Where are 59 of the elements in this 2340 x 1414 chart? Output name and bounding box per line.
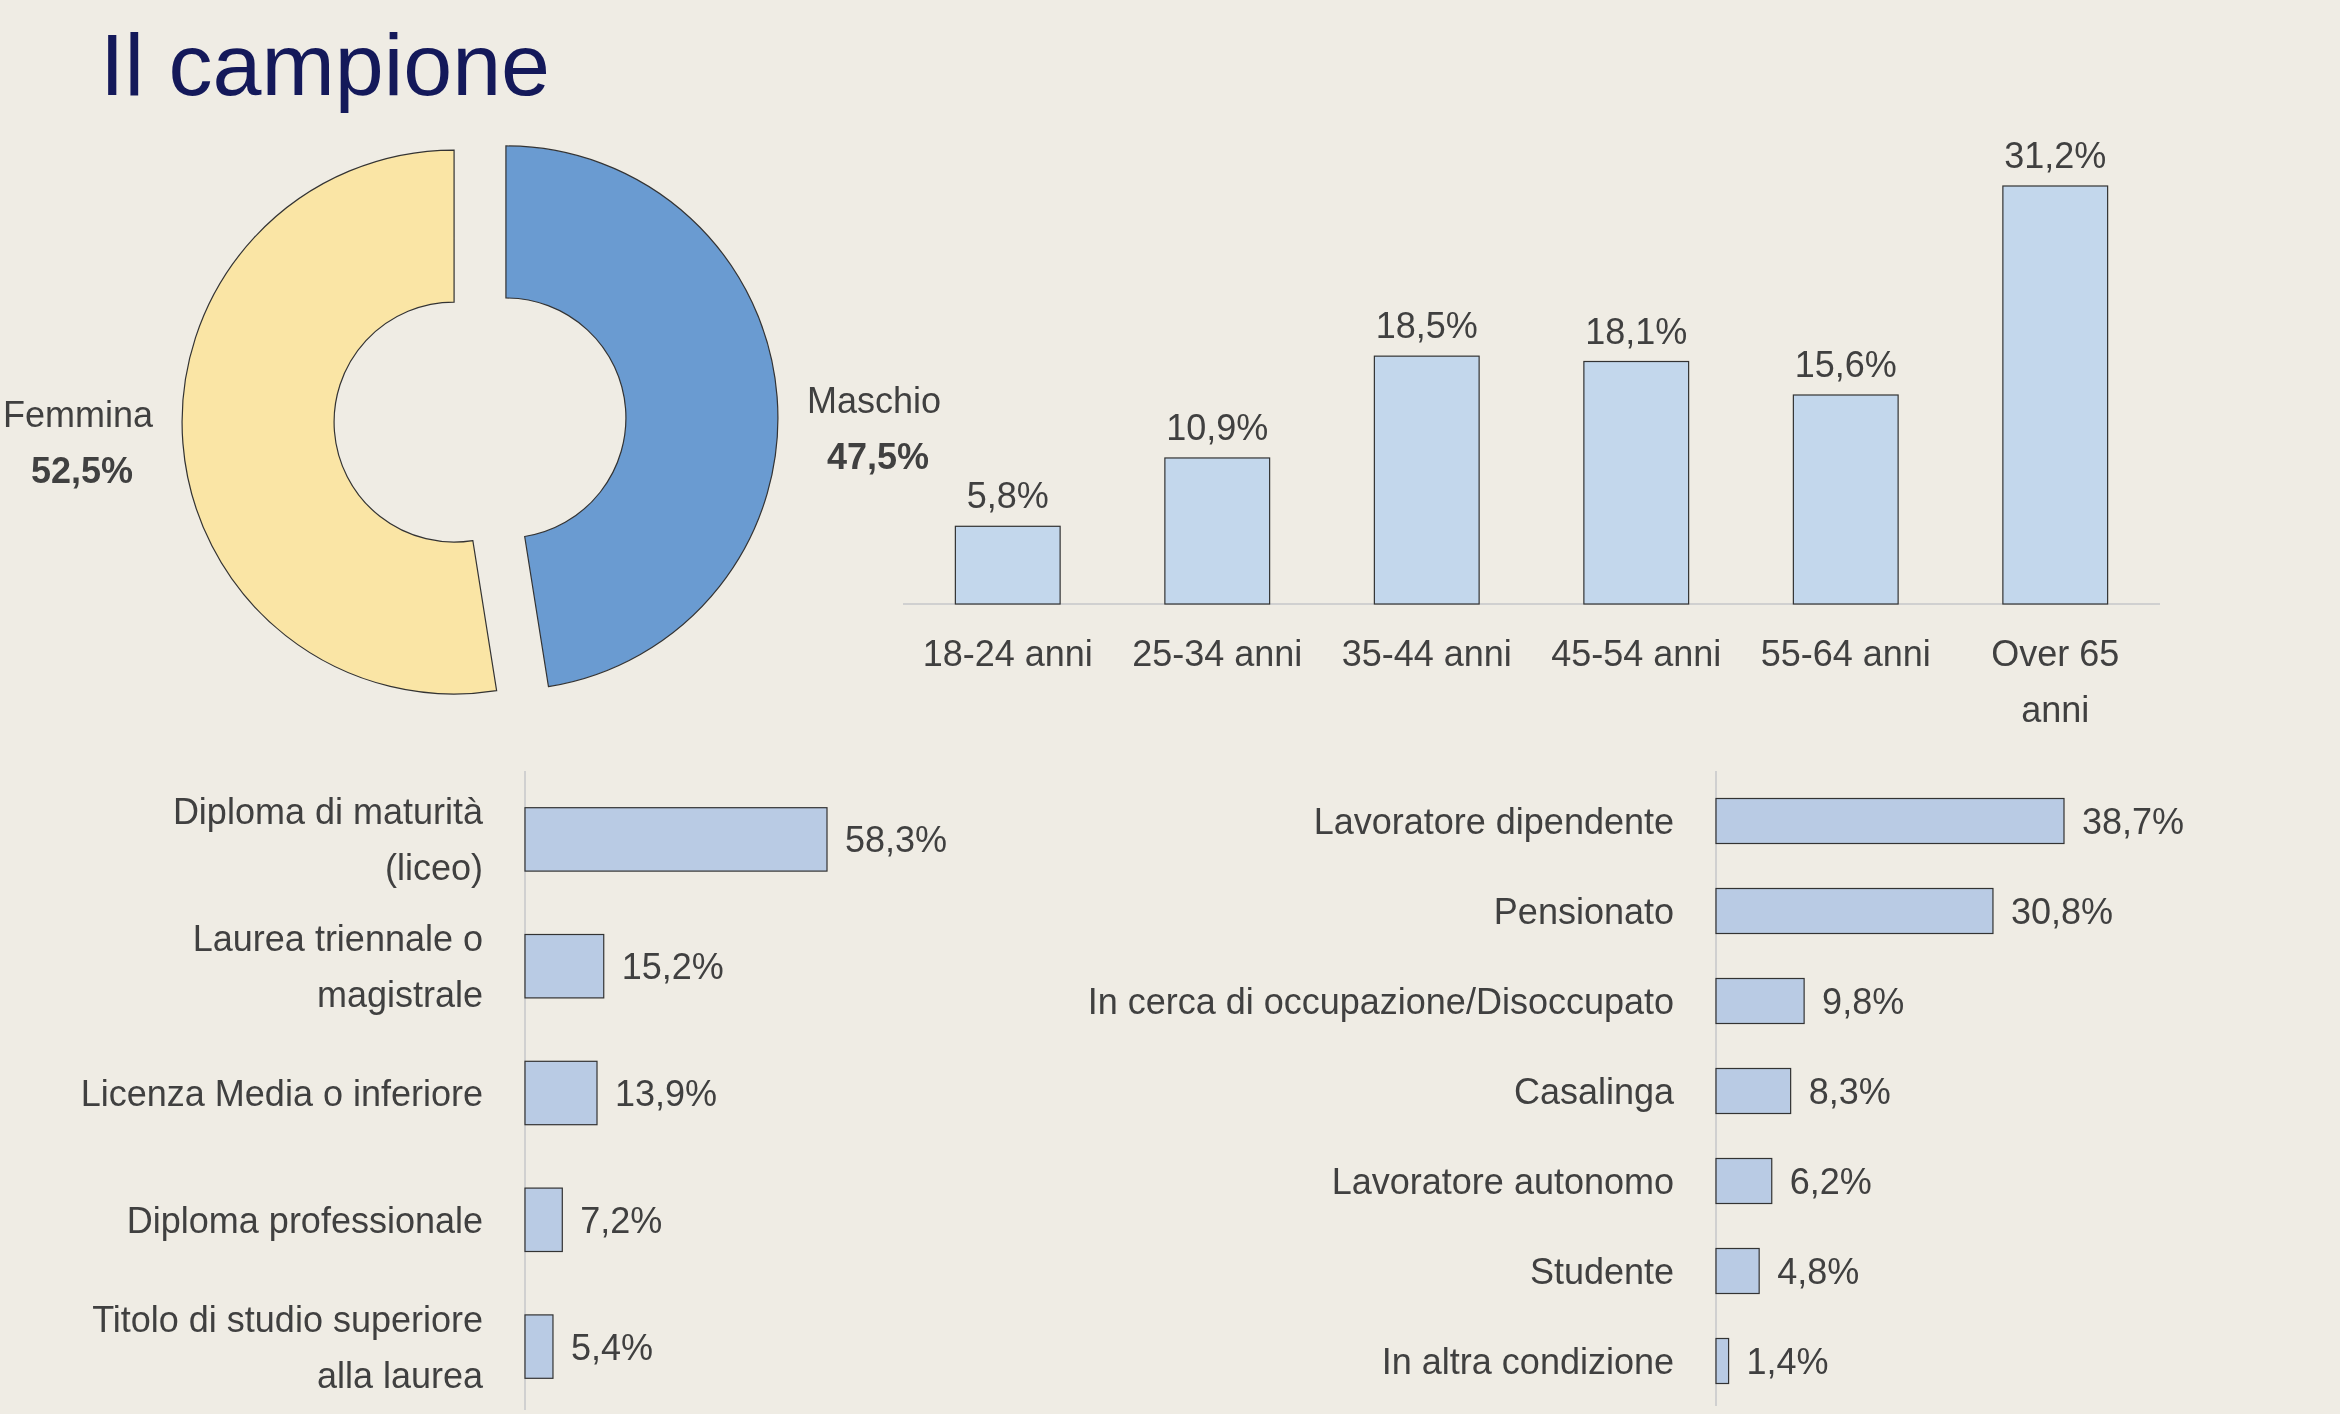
y-tick-label: Diploma di maturità (liceo) bbox=[172, 791, 484, 889]
bar bbox=[1583, 360, 1690, 605]
bar bbox=[1715, 1067, 1792, 1115]
x-tick-label: 55-64 anni bbox=[1760, 633, 1931, 674]
slice-label: Femmina bbox=[2, 393, 154, 435]
y-tick-label: In altra condizione bbox=[1381, 1341, 1674, 1382]
data-label: 38,7% bbox=[2082, 801, 2185, 842]
bar bbox=[1164, 457, 1271, 605]
y-tick-label: Licenza Media o inferiore bbox=[80, 1073, 483, 1114]
data-label: 13,9% bbox=[615, 1073, 718, 1114]
bar bbox=[2002, 185, 2109, 605]
x-tick-label: 45-54 anni bbox=[1551, 633, 1722, 674]
y-tick-label: Titolo di studio superiore alla laurea bbox=[92, 1298, 484, 1396]
y-tick-label: Lavoratore autonomo bbox=[1331, 1161, 1674, 1202]
data-label: 6,2% bbox=[1789, 1161, 1872, 1202]
x-tick-label: Over 65 anni bbox=[1991, 633, 2120, 730]
y-tick-label: Pensionato bbox=[1493, 891, 1674, 932]
bar bbox=[1715, 887, 1994, 935]
y-tick-label: Studente bbox=[1529, 1251, 1674, 1292]
bar bbox=[1715, 1337, 1730, 1385]
data-label: 5,8% bbox=[966, 475, 1049, 517]
data-label: 8,3% bbox=[1808, 1071, 1891, 1112]
data-label: 52,5% bbox=[30, 449, 134, 491]
bar bbox=[954, 525, 1061, 605]
data-label: 7,2% bbox=[580, 1199, 663, 1241]
data-label: 10,9% bbox=[1166, 406, 1269, 448]
y-tick-label: In cerca di occupazione/Disoccupato bbox=[1087, 981, 1674, 1022]
bar bbox=[1715, 1247, 1760, 1295]
data-label: 1,4% bbox=[1746, 1341, 1829, 1382]
bar bbox=[524, 807, 828, 872]
bar bbox=[524, 933, 605, 999]
bar bbox=[524, 1187, 563, 1253]
bar bbox=[1373, 355, 1480, 605]
data-label: 58,3% bbox=[845, 819, 948, 861]
x-tick-label: 25-34 anni bbox=[1132, 633, 1303, 674]
x-tick-label: 18-24 anni bbox=[922, 633, 1093, 674]
bar bbox=[524, 1060, 598, 1126]
data-label: 15,2% bbox=[621, 946, 724, 988]
chart-title: Il campione bbox=[100, 15, 551, 114]
y-tick-label: Diploma professionale bbox=[126, 1199, 483, 1241]
y-tick-label: Laurea triennale o magistrale bbox=[192, 918, 483, 1016]
bar bbox=[1792, 394, 1899, 605]
data-label: 47,5% bbox=[826, 436, 930, 478]
data-label: 18,5% bbox=[1375, 305, 1478, 347]
x-tick-label: 35-44 anni bbox=[1341, 633, 1512, 674]
bar bbox=[1715, 977, 1805, 1025]
data-label: 31,2% bbox=[2004, 135, 2107, 176]
bar bbox=[1715, 797, 2065, 845]
y-tick-label: Lavoratore dipendente bbox=[1313, 801, 1674, 842]
bar bbox=[1715, 1157, 1773, 1205]
data-label: 30,8% bbox=[2010, 891, 2114, 932]
slice-label: Maschio bbox=[806, 380, 942, 422]
bar bbox=[524, 1314, 554, 1379]
data-label: 4,8% bbox=[1777, 1251, 1860, 1292]
data-label: 5,4% bbox=[570, 1326, 654, 1368]
data-label: 15,6% bbox=[1794, 344, 1897, 385]
data-label: 18,1% bbox=[1585, 310, 1688, 352]
data-label: 9,8% bbox=[1822, 981, 1905, 1022]
y-tick-label: Casalinga bbox=[1513, 1071, 1675, 1112]
